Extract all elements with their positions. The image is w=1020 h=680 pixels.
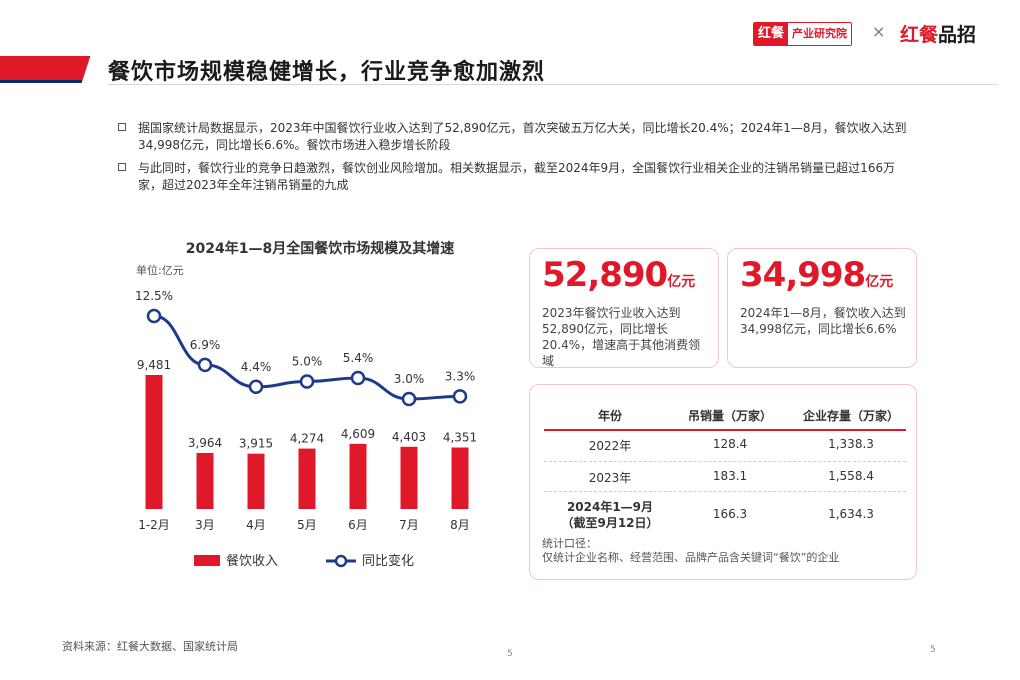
line-value-label: 3.3%	[445, 369, 476, 383]
stat-value: 34,998	[740, 255, 866, 295]
line-value-label: 3.0%	[394, 372, 425, 386]
bar	[196, 452, 214, 509]
table-row-divider	[544, 491, 906, 492]
header-navy-bar	[0, 80, 92, 83]
x-tick-label: 7月	[399, 518, 419, 532]
x-tick-label: 4月	[246, 518, 266, 532]
x-tick-label: 3月	[195, 518, 215, 532]
chart-svg: 9,481 1-2月 3,964 3月 3,915 4月 4,274 5月 4,609 6月 4,4…	[135, 289, 477, 569]
x-tick-label: 8月	[450, 518, 470, 532]
logo2-dark-text: 品招	[938, 24, 977, 46]
line-point	[146, 308, 162, 324]
legend-bar-label: 餐饮收入	[226, 553, 278, 569]
bullet-square-icon	[118, 163, 126, 171]
bullet-point-1: 据国家统计局数据显示，2023年中国餐饮行业收入达到了52,890亿元，首次突破…	[118, 120, 918, 154]
table-cell: 128.4	[712, 437, 748, 451]
table-row-divider	[544, 461, 906, 462]
page-title: 餐饮市场规模稳健增长，行业竞争愈加激烈	[108, 60, 546, 85]
bar	[298, 448, 316, 509]
logo2-red-text: 红餐	[900, 24, 939, 46]
line-point	[197, 357, 213, 373]
bar	[451, 447, 469, 509]
bar-value-label: 3,915	[239, 437, 273, 451]
x-tick-label: 1-2月	[138, 518, 170, 532]
stat-card-2024: 34,998亿元 2024年1—8月，餐饮收入达到34,998亿元，同比增长6.…	[727, 248, 917, 368]
table-header-year: 年份	[597, 409, 622, 423]
table-header-rule	[544, 429, 906, 431]
x-tick-label: 5月	[297, 518, 317, 532]
bullet-text-2: 与此同时，餐饮行业的竞争日趋激烈，餐饮创业风险增加。相关数据显示，截至2024年…	[138, 161, 896, 192]
logo-research-text: 产业研究院	[788, 23, 852, 45]
line-point	[299, 374, 315, 389]
table-cell: 2023年	[588, 471, 632, 485]
table-cell: 1,558.4	[828, 469, 874, 483]
line-point	[401, 391, 417, 407]
table-header-stock: 企业存量（万家）	[802, 409, 899, 423]
table-note: 仅统计企业名称、经营范围、品牌产品含关键词“餐饮”的企业	[542, 551, 840, 564]
table-cell: 2024年1—9月 （截至9月12日）	[561, 500, 659, 530]
line-point	[350, 370, 366, 386]
bar-value-label: 4,403	[392, 430, 426, 444]
page-number-center: 5	[507, 649, 513, 659]
bar	[349, 443, 367, 509]
bar-value-label: 9,481	[137, 358, 171, 372]
x-tick-label: 6月	[348, 518, 368, 532]
line-value-label: 4.4%	[241, 360, 272, 374]
logo-hongcan-pinzhao: 红餐品招	[900, 20, 976, 47]
logo-hongcan-research: 红餐 产业研究院	[753, 22, 853, 46]
line-point	[452, 389, 468, 404]
table-header-revoked: 吊销量（万家）	[687, 409, 772, 423]
table-note-title: 统计口径：	[542, 537, 597, 550]
stat-value-row: 52,890亿元	[542, 255, 695, 295]
stat-value: 52,890	[542, 255, 668, 295]
chart-title: 2024年1—8月全国餐饮市场规模及其增速	[185, 241, 455, 257]
stat-unit: 亿元	[667, 274, 696, 290]
bullet-point-2: 与此同时，餐饮行业的竞争日趋激烈，餐饮创业风险增加。相关数据显示，截至2024年…	[118, 160, 918, 194]
table-cell: 2022年	[588, 439, 632, 453]
page-number-right: 5	[930, 645, 936, 655]
legend-bar-swatch	[194, 555, 220, 566]
bar-value-label: 4,274	[290, 432, 324, 446]
logo-hongcan-text: 红餐	[754, 23, 789, 45]
bullet-text-1: 据国家统计局数据显示，2023年中国餐饮行业收入达到了52,890亿元，首次突破…	[138, 121, 907, 152]
deregistration-table: 年份 吊销量（万家） 企业存量（万家） 2022年 128.4 1,338.3 …	[529, 384, 917, 580]
chart-unit-label: 单位:亿元	[136, 264, 184, 277]
bar	[247, 453, 265, 509]
table-cell: 183.1	[712, 469, 748, 483]
bar-value-label: 4,609	[341, 427, 375, 441]
line-value-label: 12.5%	[135, 289, 173, 303]
table-cell: 166.3	[712, 507, 748, 521]
stat-unit: 亿元	[865, 274, 894, 290]
logo-separator: ×	[872, 22, 886, 41]
stat-description: 2023年餐饮行业收入达到52,890亿元，同比增长20.4%，增速高于其他消费…	[542, 306, 701, 368]
line-value-label: 6.9%	[190, 338, 221, 352]
legend-line-label: 同比变化	[362, 553, 414, 569]
bar-value-label: 4,351	[443, 431, 477, 445]
bar-value-label: 3,964	[188, 436, 222, 450]
legend-line-marker	[334, 554, 348, 568]
header-red-bar	[0, 56, 92, 80]
bullet-square-icon	[118, 123, 126, 131]
line-value-label: 5.4%	[343, 351, 374, 365]
bar	[400, 446, 418, 509]
stat-card-2023: 52,890亿元 2023年餐饮行业收入达到52,890亿元，同比增长20.4%…	[529, 248, 719, 368]
bar	[145, 375, 163, 509]
table-cell: 1,634.3	[828, 507, 874, 521]
stat-value-row: 34,998亿元	[740, 255, 893, 295]
stat-description: 2024年1—8月，餐饮收入达到34,998亿元，同比增长6.6%	[740, 306, 906, 336]
line-value-label: 5.0%	[292, 355, 323, 369]
line-point	[248, 379, 264, 395]
source-note: 资料来源：红餐大数据、国家统计局	[62, 640, 238, 653]
title-divider	[108, 84, 998, 85]
table-cell: 1,338.3	[828, 437, 874, 451]
